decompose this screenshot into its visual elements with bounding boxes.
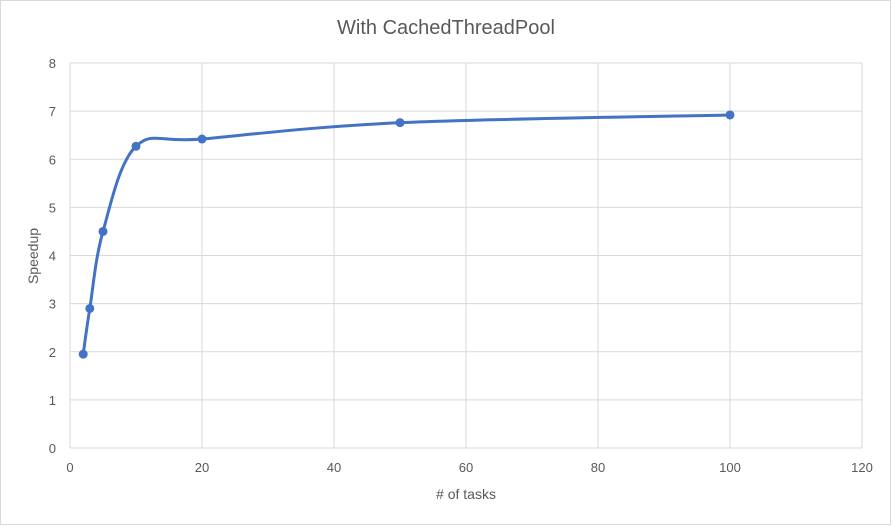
y-tick-label-6: 6 <box>49 152 56 167</box>
data-point-2 <box>98 226 108 236</box>
data-point-4 <box>197 134 207 144</box>
y-axis-ticks: 0 1 2 3 4 5 6 7 8 <box>49 56 56 456</box>
y-tick-label-2: 2 <box>49 345 56 360</box>
x-tick-label-1: 20 <box>195 460 209 475</box>
x-tick-label-3: 60 <box>459 460 473 475</box>
x-tick-label-5: 100 <box>719 460 741 475</box>
x-axis-ticks: 0 20 40 60 80 100 120 <box>66 460 872 475</box>
y-tick-label-8: 8 <box>49 56 56 71</box>
x-tick-label-2: 40 <box>327 460 341 475</box>
x-tick-label-6: 120 <box>851 460 873 475</box>
x-axis-title: # of tasks <box>436 486 496 502</box>
data-points <box>78 110 735 359</box>
x-tick-label-4: 80 <box>591 460 605 475</box>
y-tick-label-3: 3 <box>49 297 56 312</box>
series-line <box>81 113 732 356</box>
gridlines <box>69 62 863 449</box>
data-point-3 <box>131 141 141 151</box>
x-tick-label-0: 0 <box>66 460 73 475</box>
data-point-5 <box>395 118 405 128</box>
y-tick-label-5: 5 <box>49 200 56 215</box>
y-tick-label-1: 1 <box>49 393 56 408</box>
data-point-1 <box>85 303 95 313</box>
data-point-0 <box>78 349 88 359</box>
y-tick-label-4: 4 <box>49 249 56 264</box>
y-tick-label-0: 0 <box>49 441 56 456</box>
y-axis-title: Speedup <box>25 228 41 284</box>
data-point-6 <box>725 110 735 120</box>
chart-title: With CachedThreadPool <box>337 17 555 39</box>
y-tick-label-7: 7 <box>49 104 56 119</box>
